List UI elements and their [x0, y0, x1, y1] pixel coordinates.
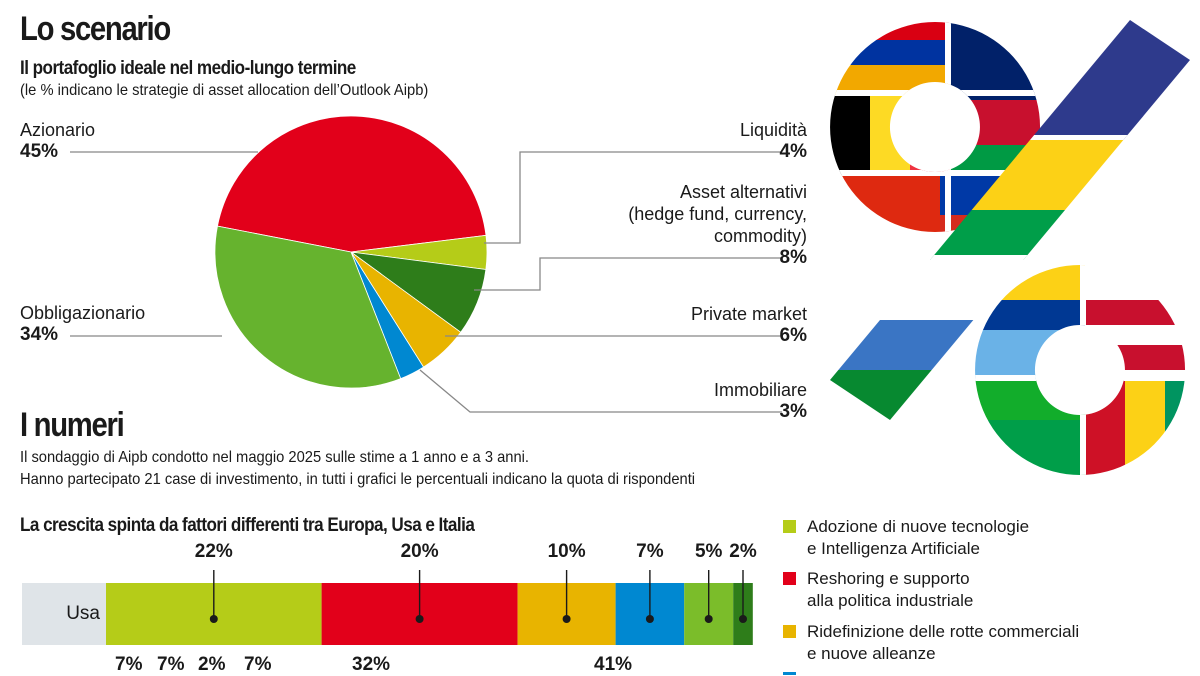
- scenario-title: Lo scenario: [20, 10, 171, 48]
- bar-value-label-4: 7%: [636, 541, 664, 562]
- pie-slice-6: [214, 225, 402, 389]
- legend-swatch-tecnologie: [783, 520, 796, 533]
- bar-dot-6: [739, 615, 747, 623]
- bar-dot-4: [645, 615, 654, 623]
- bar-dot-3: [562, 615, 571, 623]
- legend-swatch-partial: [783, 672, 796, 675]
- leader-alternativi: [474, 257, 782, 291]
- pie-slice-1: [217, 115, 487, 253]
- label-alternativi-2: (hedge fund, currency,: [628, 204, 807, 224]
- label-liquidita: Liquidità: [739, 120, 807, 140]
- bar-bottom-pct-6: 41%: [594, 654, 633, 675]
- label-alternativi-1: Asset alternativi: [679, 182, 807, 202]
- pie-chart: [70, 115, 782, 413]
- legend-rotte-line1: Ridefinizione delle rotte commerciali: [807, 622, 1080, 641]
- bar-category-label: Usa: [66, 603, 100, 624]
- pct-liquidita: 4%: [779, 141, 807, 162]
- bar-value-label-5: 5%: [694, 541, 723, 562]
- bar-bottom-pct-1: 7%: [115, 654, 143, 675]
- legend-rotte-line2: e nuove alleanze: [807, 644, 936, 663]
- bar-bottom-pct-5: 32%: [352, 654, 391, 675]
- bar-chart-title: La crescita spinta da fattori differenti…: [20, 515, 475, 536]
- bar-dot-1: [209, 615, 218, 623]
- legend-tecnologie-line2: e Intelligenza Artificiale: [807, 539, 980, 558]
- label-azionario: Azionario: [20, 120, 96, 140]
- scenario-note: (le % indicano le strategie di asset all…: [20, 82, 429, 99]
- legend-reshoring-line1: Reshoring e supporto: [807, 569, 970, 588]
- label-alternativi-3: commodity): [713, 226, 807, 246]
- bar-category-bg: [22, 583, 106, 645]
- pct-immobiliare: 3%: [779, 401, 807, 422]
- label-private: Private market: [690, 304, 807, 324]
- leader-immobiliare: [419, 369, 782, 413]
- legend-tecnologie-line1: Adozione di nuove tecnologie: [807, 517, 1030, 536]
- pct-obbligazionario: 34%: [20, 324, 59, 345]
- pct-alternativi: 8%: [779, 247, 807, 268]
- label-obbligazionario: Obbligazionario: [20, 303, 146, 323]
- label-immobiliare: Immobiliare: [713, 380, 807, 400]
- bar-dot-5: [704, 615, 713, 623]
- pct-private: 6%: [779, 325, 807, 346]
- bar-bottom-pct-3: 2%: [198, 654, 226, 675]
- stacked-bar: [106, 570, 753, 645]
- numeri-line2: Hanno partecipato 21 case di investiment…: [20, 471, 696, 488]
- leader-liquidita: [484, 151, 782, 244]
- bar-value-label-3: 10%: [547, 541, 586, 562]
- bar-value-label-2: 20%: [400, 541, 439, 562]
- legend-reshoring-line2: alla politica industriale: [807, 591, 974, 610]
- scenario-subtitle: Il portafoglio ideale nel medio-lungo te…: [20, 58, 356, 79]
- bar-value-label-1: 22%: [194, 541, 233, 562]
- numeri-title: I numeri: [20, 406, 125, 444]
- numeri-line1: Il sondaggio di Aipb condotto nel maggio…: [20, 449, 530, 466]
- bar-dot-2: [415, 615, 424, 623]
- bar-bottom-pct-4: 7%: [244, 654, 272, 675]
- pct-azionario: 45%: [20, 141, 59, 162]
- bar-value-label-6: 2%: [729, 541, 757, 562]
- legend-swatch-rotte: [783, 625, 796, 638]
- legend-swatch-reshoring: [783, 572, 796, 585]
- percent-sign-flags-icon: [830, 20, 1190, 475]
- bar-bottom-pct-2: 7%: [157, 654, 185, 675]
